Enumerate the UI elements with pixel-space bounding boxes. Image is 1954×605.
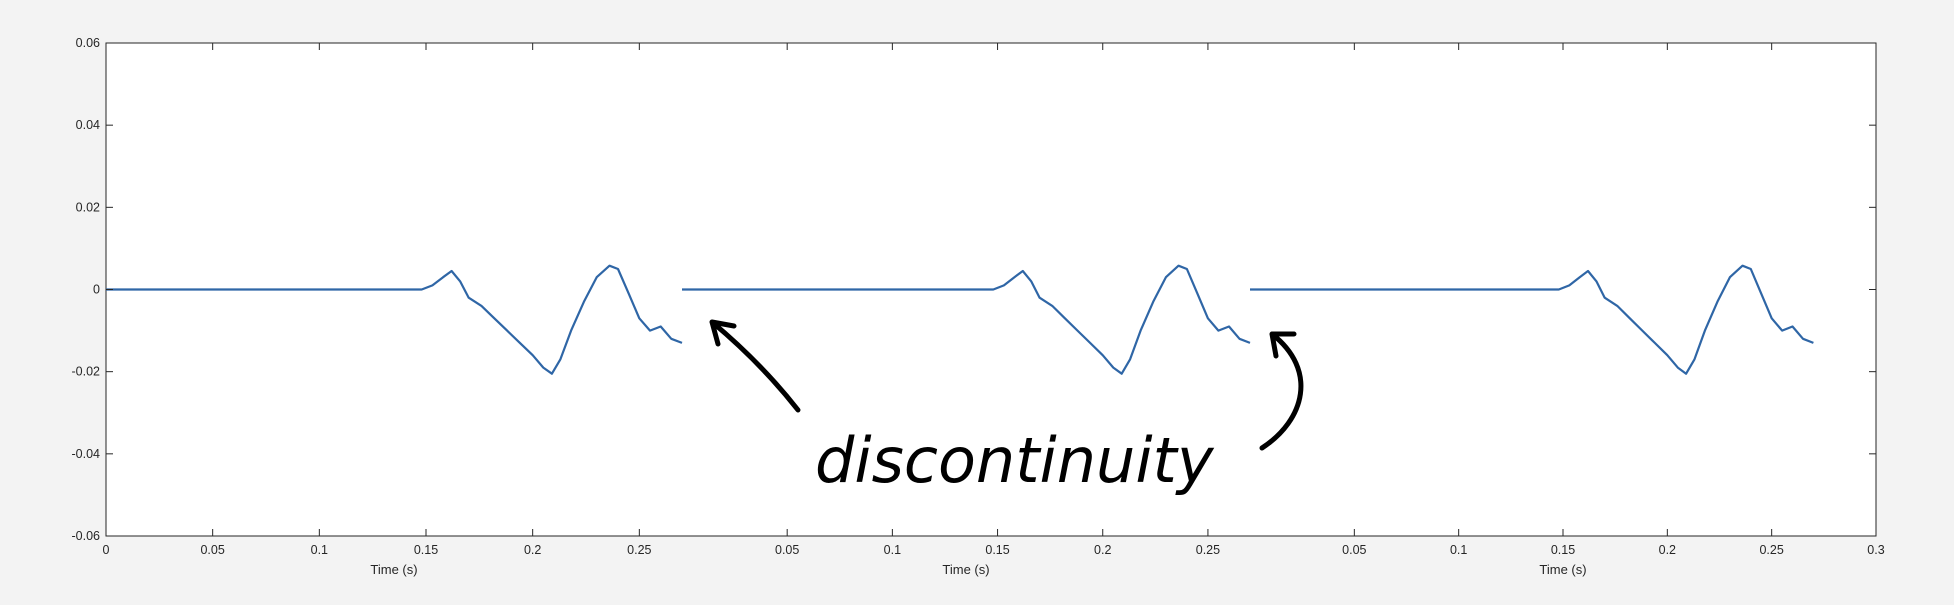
x-tick-label: 0.1 [884,543,901,557]
x-tick-label: 0.25 [627,543,651,557]
y-tick-label: -0.04 [72,447,101,461]
x-tick-label: 0.25 [1196,543,1220,557]
y-tick-label: -0.06 [72,529,101,543]
x-axis-label: Time (s) [942,562,989,577]
x-tick-label: 0.2 [1094,543,1111,557]
series-line-1 [106,264,683,375]
x-tick-label: 0.15 [414,543,438,557]
x-tick-label: 0.1 [311,543,328,557]
y-tick-label: 0 [93,283,100,297]
x-tick-label: 0.2 [1659,543,1676,557]
series-layer [106,264,1814,375]
x-tick-label: 0.15 [985,543,1009,557]
ticks-layer: 0.060.040.020-0.02-0.04-0.060 0.05 0.1 0.15… [72,36,1885,577]
x-tick-label: 0.25 [1759,543,1783,557]
annotation: discontinuity [709,319,1304,497]
x-tick-label: 0.05 [775,543,799,557]
x-tick-label: 0 [103,543,110,557]
x-tick-label: 0.1 [1450,543,1467,557]
series-line-2 [682,264,1251,375]
x-axis-label: Time (s) [1539,562,1586,577]
series-line-3 [1250,264,1814,375]
annotation-text: discontinuity [815,424,1215,497]
x-axis-label: Time (s) [370,562,417,577]
x-tick-label: 0.2 [524,543,541,557]
y-tick-label: 0.04 [76,118,100,132]
x-tick-label: 0.05 [1342,543,1366,557]
x-tick-label: 0.3 [1867,543,1884,557]
y-tick-label: 0.06 [76,36,100,50]
annotation-arrow-right [1259,331,1304,451]
x-tick-label: 0.15 [1551,543,1575,557]
y-tick-label: 0.02 [76,200,100,214]
annotation-arrow-left [709,319,801,413]
y-tick-label: -0.02 [72,365,101,379]
x-tick-label: 0.05 [200,543,224,557]
